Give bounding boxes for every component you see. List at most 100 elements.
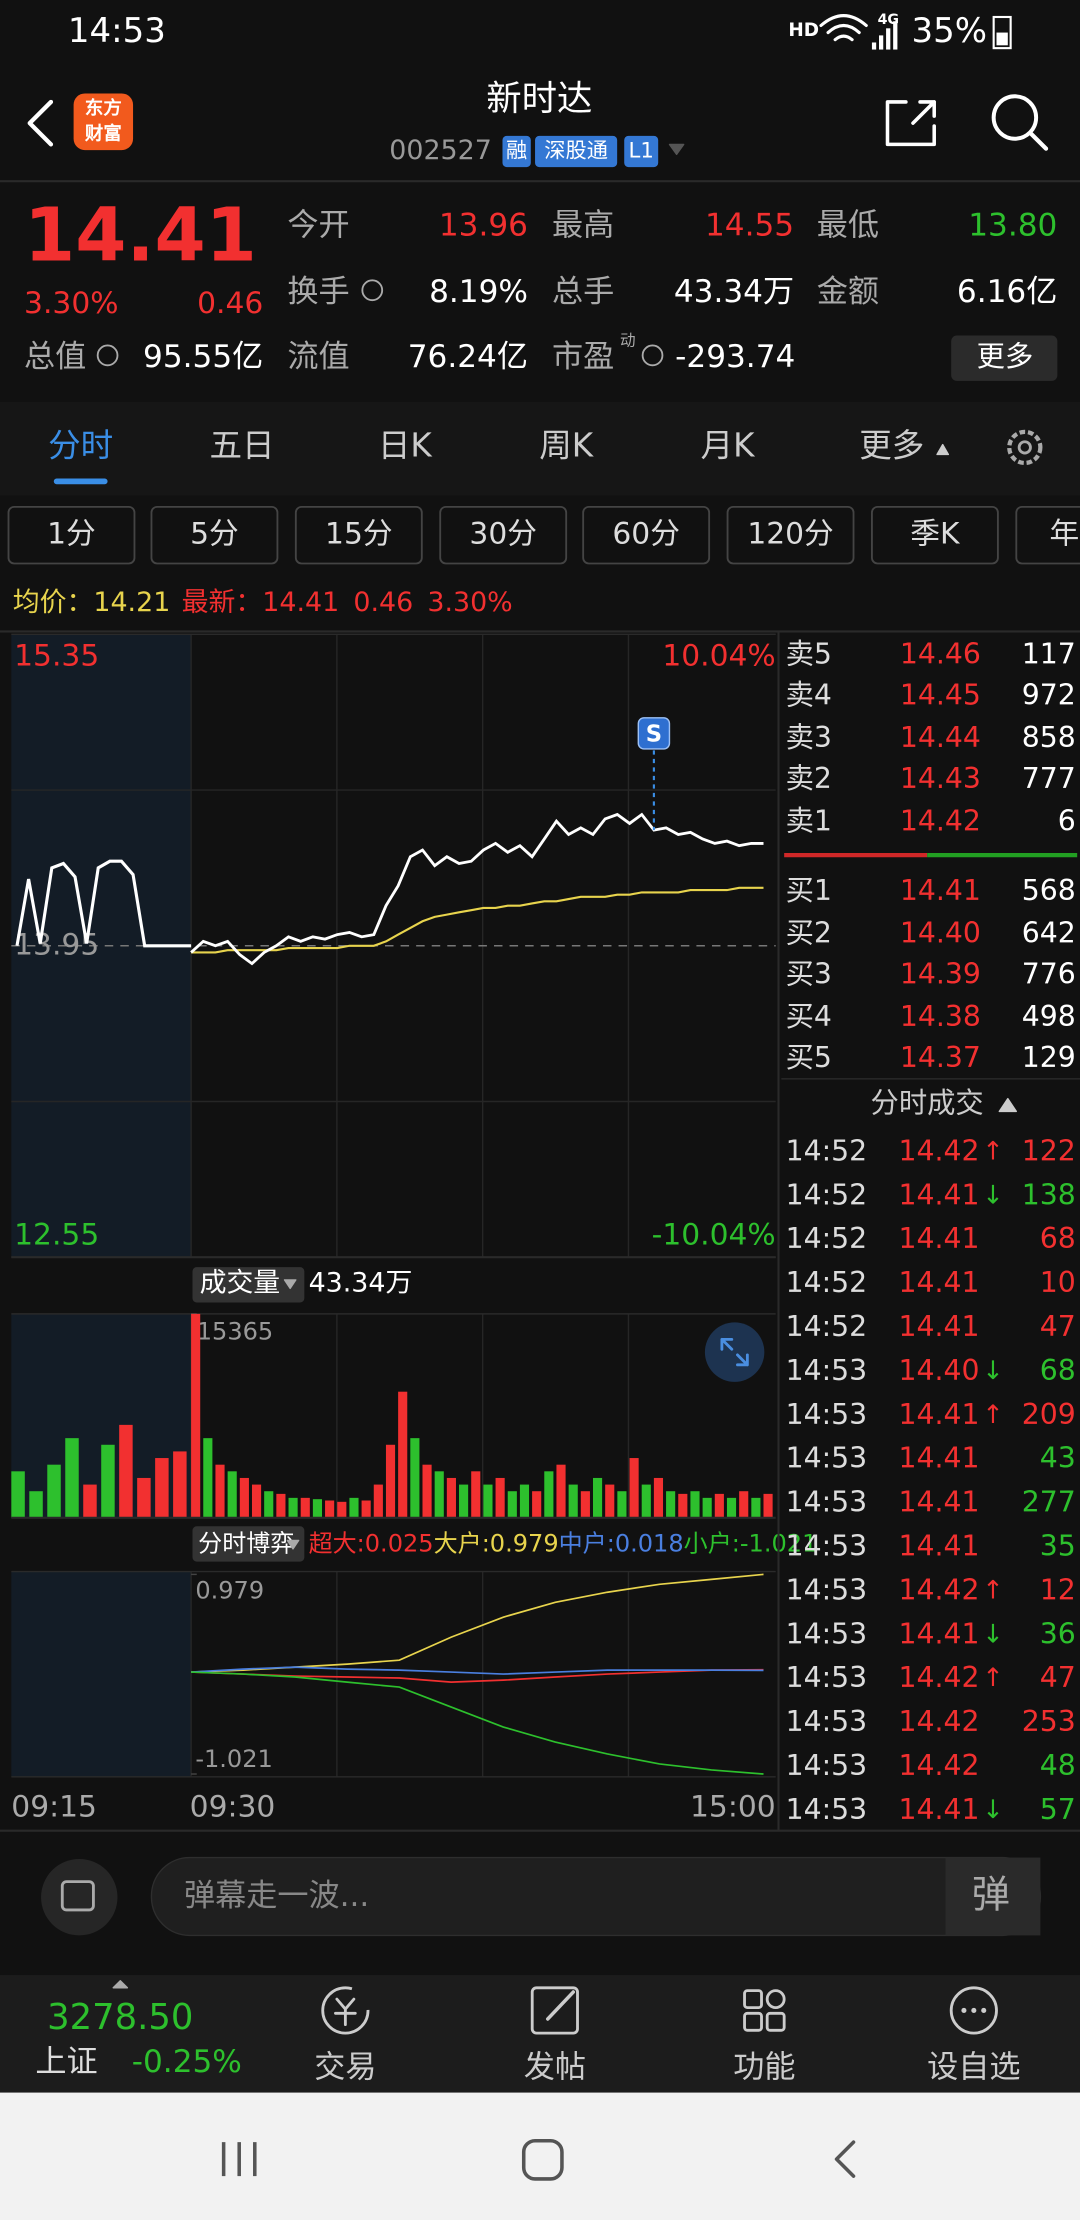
nav-icon (961, 2007, 967, 2014)
nav-item[interactable]: 发帖 (524, 2050, 586, 2086)
auction-volume-bar (101, 1444, 115, 1518)
volume-bar (191, 1313, 201, 1518)
y2-tick-label: -10.04% (652, 1218, 776, 1253)
indicator-select[interactable] (192, 1526, 305, 1562)
danmaku-icon (60, 1880, 95, 1912)
tab[interactable]: 日K (378, 426, 434, 464)
volume-bar (751, 1497, 761, 1518)
signal-icon (871, 42, 877, 50)
period-text[interactable]: 30分 (469, 517, 537, 552)
danmaku-settings[interactable] (41, 1858, 118, 1936)
period-button[interactable] (1015, 505, 1080, 565)
info-change: 0.46 (353, 587, 413, 618)
period-text[interactable]: 年 (1050, 517, 1080, 552)
volume-bar (325, 1500, 335, 1518)
tab[interactable]: 分时 (48, 426, 113, 464)
trade-price: 14.41 (898, 1442, 979, 1475)
indicator-name[interactable]: 分时博弈 (198, 1530, 294, 1558)
trade-time: 14:53 (786, 1793, 868, 1826)
period-button[interactable] (871, 505, 999, 565)
signal-icon (893, 21, 898, 50)
book-price: 14.44 (900, 721, 981, 754)
period-button[interactable] (439, 505, 568, 565)
nav-icon (321, 1986, 370, 2035)
period-button[interactable] (7, 505, 136, 565)
book-qty: 777 (1022, 762, 1076, 795)
period-text[interactable]: 120分 (747, 517, 833, 552)
index-name[interactable]: 上证 (35, 2044, 97, 2080)
trades-title[interactable]: 分时成交 (871, 1086, 984, 1119)
field-sup: 动 (620, 332, 636, 350)
average-line (191, 886, 764, 954)
volume-bar (459, 1484, 469, 1518)
system-back-button[interactable] (834, 2140, 856, 2178)
indicator-name[interactable]: 成交量 (200, 1268, 281, 1299)
more-text[interactable]: 更多 (977, 340, 1034, 373)
auction-volume-bar (119, 1424, 133, 1518)
volume-bar (690, 1491, 700, 1518)
back-button[interactable] (27, 99, 54, 147)
signal-marker[interactable] (637, 717, 671, 750)
signal-icon (886, 28, 891, 50)
home-button[interactable] (521, 2138, 564, 2181)
volume-bar (288, 1497, 298, 1518)
nav-item[interactable]: 交易 (314, 2050, 376, 2086)
x-tick-label: 15:00 (690, 1789, 776, 1824)
nav-icon (546, 1990, 576, 2021)
volume-bar (471, 1471, 481, 1518)
period-text[interactable]: 15分 (325, 517, 393, 552)
auction-volume-bar (29, 1491, 43, 1518)
settings-button[interactable] (1007, 429, 1043, 466)
trade-volume: 47 (1040, 1661, 1076, 1694)
period-text[interactable]: 季K (910, 517, 961, 552)
trade-volume: 209 (1022, 1398, 1076, 1431)
trade-price: 14.41 (898, 1178, 979, 1211)
legend-item: 小户:-1.021 (684, 1530, 818, 1558)
trade-time: 14:53 (786, 1398, 868, 1431)
period-button[interactable] (582, 505, 711, 565)
trade-price: 14.42 (898, 1134, 979, 1167)
tab[interactable]: 更多 (859, 426, 924, 464)
index-value[interactable]: 3278.50 (47, 1997, 193, 2038)
tab[interactable]: 月K (701, 426, 757, 464)
period-text[interactable]: 5分 (190, 517, 239, 552)
field-value: 95.55亿 (143, 339, 263, 375)
field-label: 流值 (287, 339, 349, 375)
volume-bar (446, 1477, 456, 1518)
period-button[interactable] (726, 505, 855, 565)
volume-bar (422, 1464, 432, 1518)
trade-dir: ↓ (982, 1619, 1003, 1649)
comment-placeholder[interactable]: 弹幕走一波... (184, 1878, 369, 1914)
period-text[interactable]: 60分 (612, 517, 680, 552)
period-button[interactable] (150, 505, 279, 565)
more-button[interactable] (951, 335, 1058, 381)
info-icon (96, 344, 119, 367)
trade-dir: ↑ (982, 1400, 1003, 1430)
trade-price: 14.41 (898, 1310, 979, 1343)
volume-bar (373, 1484, 383, 1518)
period-text[interactable]: 1分 (47, 517, 96, 552)
nav-item[interactable]: 功能 (733, 2050, 795, 2086)
tab-arrow (936, 443, 950, 456)
expand-button[interactable] (704, 1322, 765, 1382)
tab[interactable]: 周K (539, 426, 595, 464)
indicator-select[interactable] (192, 1267, 305, 1303)
tag (535, 135, 618, 168)
volume-bar (726, 1497, 737, 1518)
share-button[interactable] (885, 100, 936, 147)
field-value: 76.24亿 (408, 339, 528, 375)
danmaku-toggle[interactable] (945, 1857, 1041, 1936)
volume-bar (544, 1471, 554, 1518)
period-button[interactable] (294, 505, 423, 565)
volume-bar (519, 1484, 530, 1518)
volume-bar (714, 1493, 724, 1518)
danmaku-toggle-text[interactable]: 弹 (972, 1874, 1010, 1918)
tab[interactable]: 五日 (210, 426, 275, 464)
volume-bar (264, 1491, 274, 1518)
nav-item[interactable]: 设自选 (927, 2050, 1020, 2086)
battery-level (996, 32, 1008, 46)
index-change[interactable]: -0.25% (132, 2044, 242, 2080)
search-button[interactable] (991, 94, 1039, 141)
legend-item: 超大:0.025 (309, 1530, 434, 1558)
book-level: 卖2 (786, 762, 832, 795)
